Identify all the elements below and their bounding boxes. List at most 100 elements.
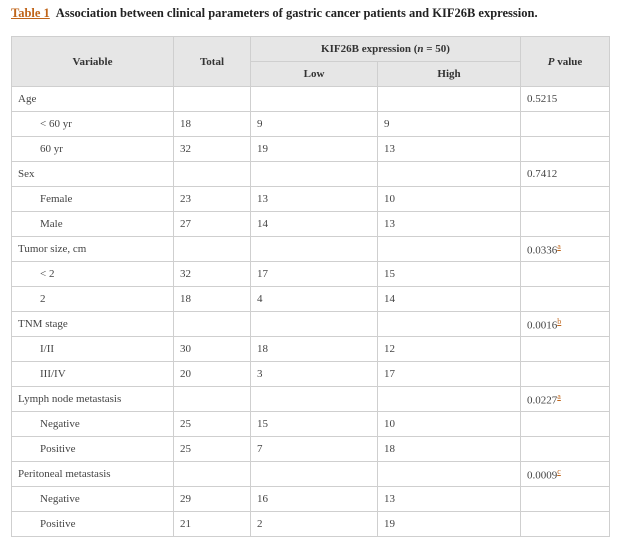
subvariable-cell: Male	[11, 211, 174, 237]
low-cell: 18	[250, 336, 378, 362]
footnote-link[interactable]: a	[557, 391, 561, 401]
table-caption: Table 1 Association between clinical para…	[11, 6, 538, 21]
cell	[520, 511, 611, 537]
cell	[520, 136, 611, 162]
low-cell: 7	[250, 436, 378, 462]
column-header: High	[376, 61, 522, 87]
low-cell: 4	[250, 286, 378, 312]
p-value: 0.0016	[527, 319, 558, 332]
low-cell: 2	[250, 511, 378, 537]
cell	[520, 486, 611, 512]
low-cell: 15	[250, 411, 378, 437]
total-cell: 32	[173, 261, 251, 287]
high-cell: 13	[376, 486, 522, 512]
table-row: 2 18 4 14	[11, 286, 611, 312]
low-cell: 3	[250, 361, 378, 387]
cell	[250, 236, 378, 262]
cell	[520, 336, 611, 362]
total-cell: 21	[173, 511, 251, 537]
p-value-cell: 0.0227a	[520, 386, 611, 412]
cell	[173, 311, 251, 337]
table-row: Peritoneal metastasis 0.0009c	[11, 461, 611, 487]
p-value: 0.0227	[527, 394, 558, 407]
text: P	[547, 55, 555, 68]
subvariable-cell: Negative	[11, 411, 174, 437]
cell	[250, 461, 378, 487]
table-row: Positive 25 7 18	[11, 436, 611, 462]
high-cell: 18	[376, 436, 522, 462]
total-cell: 25	[173, 411, 251, 437]
low-cell: 16	[250, 486, 378, 512]
high-cell: 14	[376, 286, 522, 312]
text: = 50)	[423, 43, 450, 55]
table-row: TNM stage 0.0016b	[11, 311, 611, 337]
text: n	[417, 43, 424, 55]
cell	[376, 386, 522, 412]
high-cell: 17	[376, 361, 522, 387]
high-cell: 9	[376, 111, 522, 137]
cell	[173, 461, 251, 487]
cell	[250, 386, 378, 412]
total-cell: 18	[173, 286, 251, 312]
table-row: Sex 0.7412	[11, 161, 611, 187]
variable-cell: Sex	[11, 161, 174, 187]
high-cell: 19	[376, 511, 522, 537]
variable-cell: Peritoneal metastasis	[11, 461, 174, 487]
table-row: Negative 29 16 13	[11, 486, 611, 512]
cell	[520, 211, 611, 237]
cell	[250, 311, 378, 337]
p-value: 0.5215	[527, 93, 558, 105]
cell	[376, 236, 522, 262]
total-cell: 32	[173, 136, 251, 162]
subvariable-cell: III/IV	[11, 361, 174, 387]
p-value-cell: 0.7412	[520, 161, 611, 187]
total-cell: 20	[173, 361, 251, 387]
low-cell: 17	[250, 261, 378, 287]
table-row: Negative 25 15 10	[11, 411, 611, 437]
p-value-cell: 0.5215	[520, 86, 611, 112]
subvariable-cell: 2	[11, 286, 174, 312]
total-cell: 18	[173, 111, 251, 137]
total-cell: 27	[173, 211, 251, 237]
cell	[520, 286, 611, 312]
low-cell: 13	[250, 186, 378, 212]
high-cell: 13	[376, 211, 522, 237]
subvariable-cell: Positive	[11, 436, 174, 462]
column-header: Total	[173, 36, 251, 87]
table-row: Tumor size, cm 0.0336a	[11, 236, 611, 262]
cell	[376, 461, 522, 487]
high-cell: 13	[376, 136, 522, 162]
low-cell: 9	[250, 111, 378, 137]
table-row: Male 27 14 13	[11, 211, 611, 237]
subvariable-cell: < 2	[11, 261, 174, 287]
cell	[520, 111, 611, 137]
total-cell: 30	[173, 336, 251, 362]
p-value: 0.0009	[527, 469, 558, 482]
table-label[interactable]: Table 1	[11, 6, 50, 20]
p-value-cell: 0.0336a	[520, 236, 611, 262]
table-row: < 2 32 17 15	[11, 261, 611, 287]
footnote-link[interactable]: c	[557, 466, 561, 476]
text: KIF26B expression (	[321, 43, 418, 55]
footnote-link[interactable]: b	[557, 316, 562, 326]
footnote-link[interactable]: a	[557, 241, 561, 251]
cell	[173, 236, 251, 262]
column-header: Low	[250, 61, 378, 87]
table-row: Positive 21 2 19	[11, 511, 611, 537]
column-header: Variable	[11, 36, 174, 87]
group-header: KIF26B expression (n = 50)	[249, 36, 522, 62]
cell	[173, 386, 251, 412]
cell	[250, 161, 378, 187]
table-row: III/IV 20 3 17	[11, 361, 611, 387]
total-cell: 25	[173, 436, 251, 462]
cell	[520, 411, 611, 437]
high-cell: 10	[376, 411, 522, 437]
total-cell: 29	[173, 486, 251, 512]
cell	[520, 261, 611, 287]
p-value: 0.7412	[527, 168, 558, 180]
subvariable-cell: Negative	[11, 486, 174, 512]
table-row: Lymph node metastasis 0.0227a	[11, 386, 611, 412]
variable-cell: Lymph node metastasis	[11, 386, 174, 412]
table-row: 60 yr 32 19 13	[11, 136, 611, 162]
cell	[173, 86, 251, 112]
